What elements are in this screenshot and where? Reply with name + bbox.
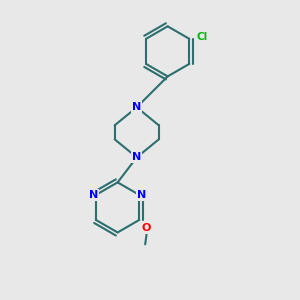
Text: Cl: Cl <box>196 32 207 42</box>
Text: N: N <box>132 152 141 162</box>
Text: N: N <box>137 190 146 200</box>
Text: N: N <box>132 102 141 112</box>
Text: O: O <box>142 223 151 233</box>
Text: N: N <box>89 190 98 200</box>
